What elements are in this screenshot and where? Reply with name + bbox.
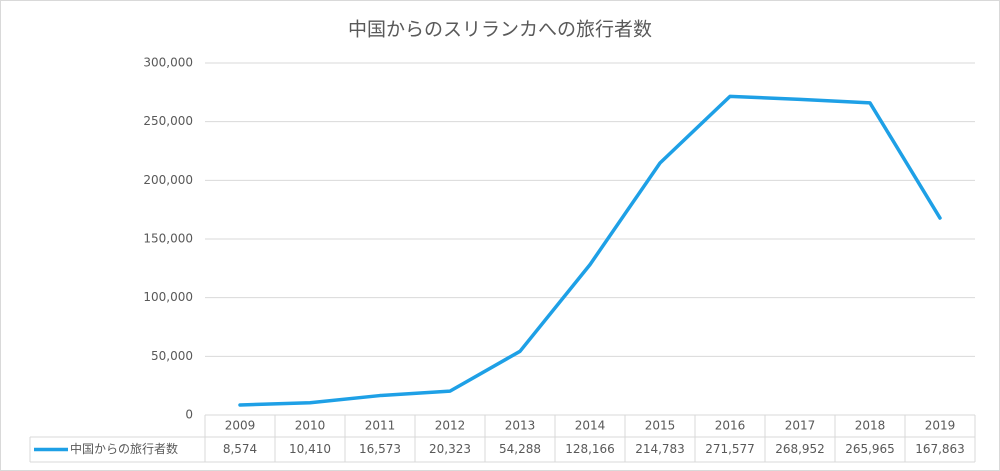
- x-tick-label: 2018: [855, 419, 886, 433]
- x-tick-label: 2011: [365, 419, 396, 433]
- data-label: 167,863: [915, 442, 965, 456]
- chart-title: 中国からのスリランカへの旅行者数: [348, 19, 652, 41]
- x-tick-label: 2016: [715, 419, 746, 433]
- data-label: 268,952: [775, 442, 825, 456]
- y-tick-label: 200,000: [143, 173, 193, 187]
- x-tick-label: 2014: [575, 419, 606, 433]
- y-tick-label: 100,000: [143, 290, 193, 304]
- x-tick-label: 2009: [225, 419, 256, 433]
- legend-label: 中国からの旅行者数: [70, 441, 178, 456]
- data-label: 271,577: [705, 442, 755, 456]
- y-tick-label: 0: [185, 408, 193, 422]
- data-label: 54,288: [499, 442, 541, 456]
- series-line: [238, 94, 942, 407]
- y-tick-label: 250,000: [143, 114, 193, 128]
- x-tick-label: 2017: [785, 419, 816, 433]
- y-tick-label: 150,000: [143, 232, 193, 246]
- x-tick-label: 2019: [925, 419, 956, 433]
- x-tick-label: 2013: [505, 419, 536, 433]
- data-label: 214,783: [635, 442, 685, 456]
- data-label: 16,573: [359, 442, 401, 456]
- x-tick-label: 2012: [435, 419, 466, 433]
- data-label: 10,410: [289, 442, 331, 456]
- x-tick-label: 2010: [295, 419, 326, 433]
- y-tick-label: 50,000: [151, 349, 193, 363]
- data-label: 8,574: [223, 442, 257, 456]
- y-tick-label: 300,000: [143, 56, 193, 70]
- data-label: 128,166: [565, 442, 615, 456]
- data-label: 265,965: [845, 442, 895, 456]
- x-tick-label: 2015: [645, 419, 676, 433]
- data-label: 20,323: [429, 442, 471, 456]
